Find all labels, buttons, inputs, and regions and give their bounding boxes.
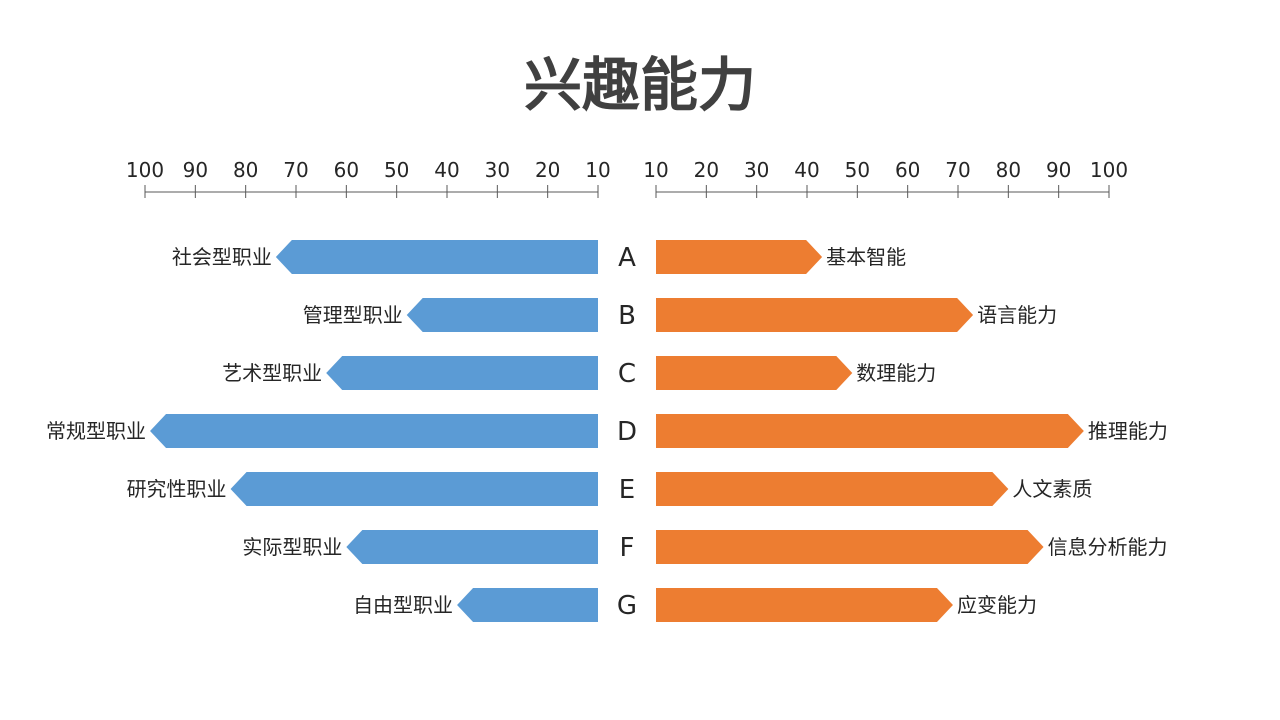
category-label: E: [619, 475, 635, 505]
right-bar: [656, 240, 823, 274]
left-bar-label: 研究性职业: [127, 477, 227, 501]
right-bar: [656, 298, 974, 332]
right-tick-label: 60: [895, 158, 920, 182]
chart-title: 兴趣能力: [523, 51, 756, 119]
left-tick-label: 100: [126, 158, 164, 182]
right-tick-label: 20: [694, 158, 719, 182]
left-tick-label: 70: [283, 158, 308, 182]
right-bar-label: 应变能力: [957, 593, 1037, 617]
right-bar: [656, 530, 1044, 564]
left-tick-label: 80: [233, 158, 258, 182]
left-tick-label: 60: [334, 158, 359, 182]
right-bar-label: 人文素质: [1012, 477, 1092, 501]
right-bar-label: 基本智能: [826, 245, 906, 269]
left-tick-label: 40: [434, 158, 459, 182]
category-label: A: [618, 243, 636, 273]
right-tick-label: 50: [845, 158, 870, 182]
left-tick-label: 50: [384, 158, 409, 182]
right-tick-label: 90: [1046, 158, 1071, 182]
right-bar: [656, 472, 1009, 506]
left-bar: [457, 588, 598, 622]
left-bar: [230, 472, 599, 506]
right-bar-label: 推理能力: [1088, 419, 1168, 443]
left-bar-label: 艺术型职业: [222, 361, 322, 385]
left-bar-label: 常规型职业: [46, 419, 146, 443]
right-tick-label: 40: [794, 158, 819, 182]
left-bar: [346, 530, 598, 564]
left-bar: [150, 414, 599, 448]
left-bar-label: 社会型职业: [172, 245, 272, 269]
category-label: B: [618, 301, 636, 331]
category-label: G: [617, 591, 637, 621]
right-tick-label: 30: [744, 158, 769, 182]
right-bar-label: 信息分析能力: [1048, 535, 1168, 559]
category-label: F: [620, 533, 635, 563]
right-bar: [656, 356, 853, 390]
right-bar: [656, 588, 953, 622]
right-bar-label: 数理能力: [856, 361, 936, 385]
right-tick-label: 70: [945, 158, 970, 182]
left-tick-label: 20: [535, 158, 560, 182]
left-bar: [275, 240, 598, 274]
left-tick-label: 90: [183, 158, 208, 182]
left-bar-label: 自由型职业: [353, 593, 453, 617]
left-bar-label: 管理型职业: [303, 303, 403, 327]
left-tick-label: 30: [485, 158, 510, 182]
right-tick-label: 80: [996, 158, 1021, 182]
left-bar: [326, 356, 598, 390]
left-bar-label: 实际型职业: [242, 535, 342, 559]
right-tick-label: 10: [643, 158, 668, 182]
right-tick-label: 100: [1090, 158, 1128, 182]
right-bar: [656, 414, 1084, 448]
right-bar-label: 语言能力: [977, 303, 1057, 327]
left-tick-label: 10: [585, 158, 610, 182]
category-label: D: [617, 417, 637, 447]
category-label: C: [618, 359, 636, 389]
left-bar: [406, 298, 598, 332]
